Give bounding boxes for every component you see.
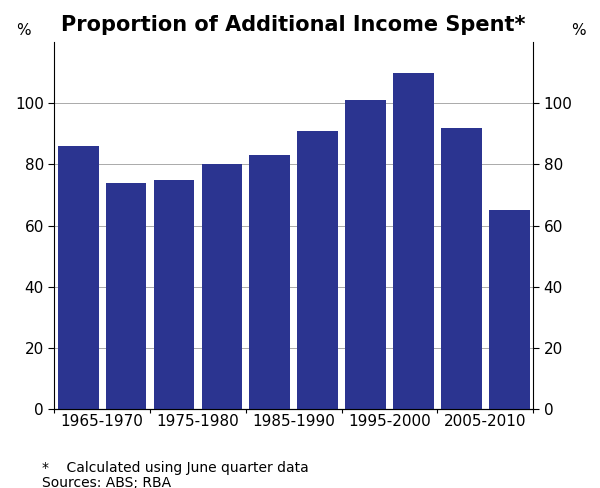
Title: Proportion of Additional Income Spent*: Proportion of Additional Income Spent* [61, 15, 526, 35]
Bar [345, 100, 386, 409]
Bar [154, 180, 194, 409]
Bar [202, 164, 242, 409]
Bar [489, 210, 530, 409]
Text: *    Calculated using June quarter data: * Calculated using June quarter data [42, 461, 309, 475]
Text: %: % [16, 23, 31, 39]
Bar [393, 73, 434, 409]
Bar [250, 155, 290, 409]
Text: %: % [571, 23, 586, 39]
Text: Sources: ABS; RBA: Sources: ABS; RBA [42, 476, 171, 488]
Bar [441, 128, 482, 409]
Bar [106, 183, 146, 409]
Bar [58, 146, 98, 409]
Bar [298, 131, 338, 409]
